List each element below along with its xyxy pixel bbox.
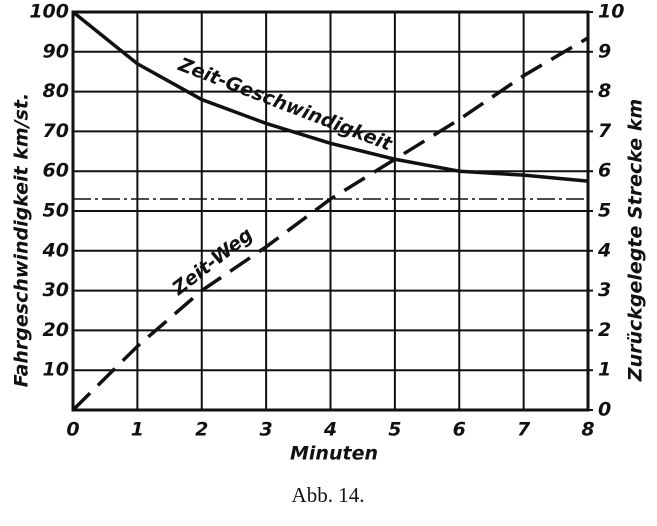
y2-tick-label: 0 [598,399,611,421]
y2-tick-label: 4 [597,239,611,261]
y-tick-label: 80 [43,80,69,102]
y-tick-label: 90 [43,40,69,62]
y2-tick-label: 1 [598,359,611,381]
x-tick-label: 8 [581,419,594,441]
x-tick-label: 5 [388,419,401,441]
y-axis-label: Fahrgeschwindigkeit km/st. [11,93,33,387]
y-tick-label: 20 [43,319,69,341]
y-tick-label: 60 [43,160,69,182]
y-tick-label: 100 [29,1,69,23]
y2-tick-label: 5 [598,200,611,222]
series-annotation: Zeit-Geschwindigkeit [175,53,396,155]
y-tick-label: 50 [43,200,69,222]
caption: Abb. 14. [292,483,365,507]
x-tick-label: 3 [260,419,273,441]
series-line [71,36,589,412]
y-tick-label: 10 [43,359,69,381]
series-line [71,10,589,183]
y-tick-label: 40 [42,239,69,261]
x-tick-label: 6 [453,419,466,441]
y2-tick-label: 6 [598,160,611,182]
y2-tick-label: 8 [598,80,611,102]
y2-tick-label: 7 [598,120,612,142]
x-axis-label: Minuten [290,443,378,465]
x-tick-label: 2 [195,419,208,441]
y2-tick-label: 2 [598,319,611,341]
x-tick-label: 1 [131,419,144,441]
plot-frame [71,10,590,412]
x-tick-label: 4 [323,419,337,441]
y2-tick-label: 3 [598,279,611,301]
y2-tick-label: 9 [598,40,611,62]
y2-tick-label: 10 [598,1,624,23]
y-tick-label: 70 [43,120,69,142]
x-tick-label: 7 [517,419,531,441]
y-tick-label: 30 [43,279,69,301]
x-tick-label: 0 [66,419,79,441]
y2-axis-label: Zurückgelegte Strecke km [625,99,647,382]
